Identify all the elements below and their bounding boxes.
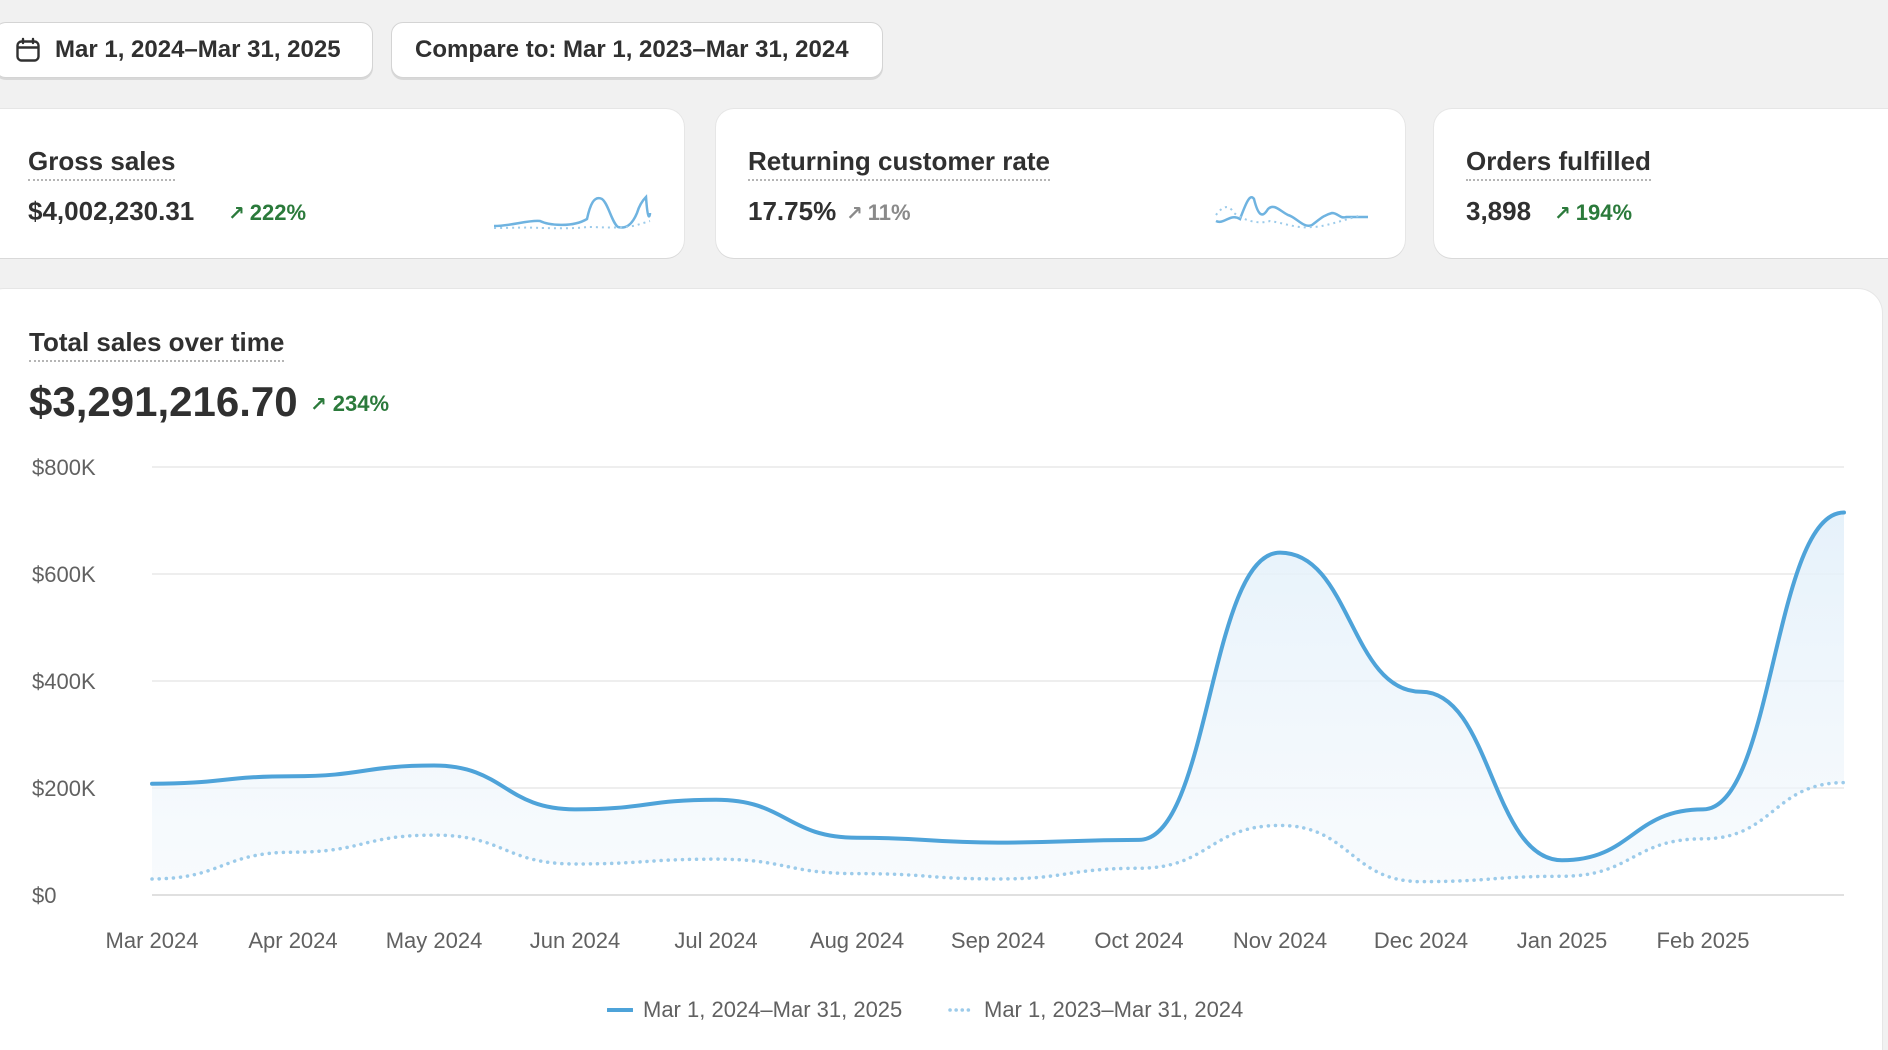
- data-point-current[interactable]: [431, 763, 437, 769]
- y-tick-label: $400K: [32, 669, 96, 694]
- x-tick-label: Sep 2024: [951, 928, 1045, 953]
- dotted-line-swatch-icon: [948, 1008, 974, 1012]
- metric-value: 17.75%: [748, 196, 837, 226]
- data-point-previous[interactable]: [149, 876, 155, 882]
- data-point-current[interactable]: [1559, 857, 1565, 863]
- arrow-up-right-icon: ↗: [1554, 202, 1571, 225]
- arrow-up-right-icon: ↗: [310, 393, 327, 416]
- solid-line-swatch-icon: [607, 1008, 633, 1012]
- data-point-current[interactable]: [149, 781, 155, 787]
- data-point-previous[interactable]: [1559, 873, 1565, 879]
- metric-card-gross-sales[interactable]: Gross sales $4,002,230.31 ↗ 222%: [0, 109, 684, 258]
- x-tick-label: Mar 2024: [106, 928, 199, 953]
- series-line-previous[interactable]: [150, 780, 1846, 884]
- x-tick-label: Aug 2024: [810, 928, 904, 953]
- series-line-current[interactable]: [150, 510, 1846, 863]
- x-tick-label: Jan 2025: [1517, 928, 1608, 953]
- data-point-current[interactable]: [1277, 550, 1283, 556]
- x-tick-label: Jun 2024: [530, 928, 621, 953]
- data-point-current[interactable]: [854, 835, 860, 841]
- metric-delta-value: 194%: [1575, 200, 1633, 225]
- data-point-current[interactable]: [1418, 689, 1424, 695]
- legend-label-previous: Mar 1, 2023–Mar 31, 2024: [984, 997, 1244, 1022]
- legend-item-previous[interactable]: Mar 1, 2023–Mar 31, 2024: [948, 997, 1243, 1023]
- metric-value: $4,002,230.31: [28, 196, 195, 226]
- metric-delta-value: 222%: [249, 200, 307, 225]
- metric-title: Gross sales: [28, 146, 176, 181]
- x-tick-label: Oct 2024: [1094, 928, 1183, 953]
- x-tick-label: May 2024: [386, 928, 483, 953]
- total-sales-delta-value: 234%: [332, 391, 390, 416]
- total-sales-delta: ↗ 234%: [310, 391, 389, 417]
- y-tick-label: $200K: [32, 776, 96, 801]
- metric-title: Orders fulfilled: [1466, 146, 1651, 181]
- data-point-previous[interactable]: [1136, 865, 1142, 871]
- x-tick-label: Feb 2025: [1657, 928, 1750, 953]
- data-point-previous[interactable]: [1277, 822, 1283, 828]
- x-tick-label: Jul 2024: [674, 928, 757, 953]
- total-sales-card: [0, 289, 1882, 1050]
- y-tick-label: $800K: [32, 455, 96, 480]
- x-tick-label: Nov 2024: [1233, 928, 1327, 953]
- date-range-button[interactable]: Mar 1, 2024–Mar 31, 2025: [0, 22, 373, 78]
- y-tick-label: $0: [32, 883, 56, 908]
- data-point-previous[interactable]: [431, 832, 437, 838]
- data-point-current[interactable]: [572, 806, 578, 812]
- metric-delta: ↗ 11%: [846, 200, 911, 226]
- compare-button[interactable]: Compare to: Mar 1, 2023–Mar 31, 2024: [391, 22, 883, 78]
- data-point-previous[interactable]: [713, 856, 719, 862]
- x-tick-label: Dec 2024: [1374, 928, 1468, 953]
- metric-card-orders-fulfilled[interactable]: Orders fulfilled 3,898 ↗ 194%: [1434, 109, 1888, 258]
- total-sales-title: Total sales over time: [29, 327, 285, 362]
- data-point-previous[interactable]: [1700, 836, 1706, 842]
- metric-value: 3,898: [1466, 196, 1532, 226]
- series-area-fill: [152, 512, 1844, 882]
- total-sales-value: $3,291,216.70: [29, 378, 298, 425]
- data-point-previous[interactable]: [995, 876, 1001, 882]
- calendar-icon: [15, 37, 41, 63]
- legend-item-current[interactable]: Mar 1, 2024–Mar 31, 2025: [607, 997, 902, 1023]
- data-point-previous[interactable]: [854, 871, 860, 877]
- date-range-label: Mar 1, 2024–Mar 31, 2025: [55, 36, 341, 63]
- metric-card-returning-customer-rate[interactable]: Returning customer rate 17.75% ↗ 11%: [716, 109, 1405, 258]
- data-point-previous[interactable]: [1418, 879, 1424, 885]
- arrow-up-right-icon: ↗: [846, 202, 863, 225]
- x-tick-label: Apr 2024: [248, 928, 337, 953]
- data-point-previous[interactable]: [290, 849, 296, 855]
- compare-label: Compare to: Mar 1, 2023–Mar 31, 2024: [415, 36, 849, 63]
- total-sales-chart[interactable]: $0 $200K $400K $600K $800K Mar 2024 Apr 2024 M…: [0, 440, 1888, 960]
- legend-label-current: Mar 1, 2024–Mar 31, 2025: [643, 997, 903, 1022]
- data-point-current[interactable]: [290, 773, 296, 779]
- arrow-up-right-icon: ↗: [228, 202, 245, 225]
- returning-rate-sparkline: [1215, 196, 1368, 229]
- data-point-previous[interactable]: [1841, 780, 1847, 786]
- metric-delta-value: 11%: [867, 200, 911, 225]
- data-point-previous[interactable]: [572, 861, 578, 867]
- metric-title: Returning customer rate: [748, 146, 1050, 181]
- data-point-current[interactable]: [1841, 509, 1847, 515]
- y-tick-label: $600K: [32, 562, 96, 587]
- data-point-current[interactable]: [1700, 806, 1706, 812]
- data-point-current[interactable]: [713, 797, 719, 803]
- gross-sales-sparkline: [493, 194, 652, 230]
- metric-delta: ↗ 222%: [228, 200, 306, 226]
- data-point-current[interactable]: [995, 840, 1001, 846]
- metric-delta: ↗ 194%: [1554, 200, 1632, 226]
- data-point-current[interactable]: [1136, 837, 1142, 843]
